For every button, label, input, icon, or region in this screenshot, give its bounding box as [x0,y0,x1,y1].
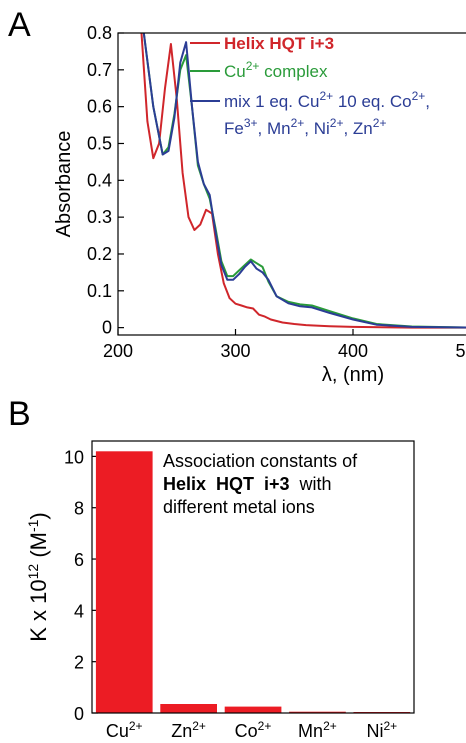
series-line-2 [142,33,466,329]
bar-4 [289,711,346,713]
panel-a-plot-frame [117,32,466,336]
y-tick-label: 0.1 [87,281,112,301]
panel-a-letter: A [8,6,31,44]
y-tick-label: 0.3 [87,207,112,227]
y-tick-label: 0.4 [87,170,112,190]
y-tick-label: 4 [74,601,84,621]
y-tick-label: 0.7 [87,60,112,80]
y-tick-label: 6 [74,550,84,570]
bar-2 [160,704,217,713]
x-tick-label: 200 [103,341,133,361]
y-tick-label: 2 [74,653,84,673]
y-tick-label: 8 [74,499,84,519]
panel-b-ylabel: K x 1012 (M-1) [25,512,51,642]
category-label-3: Co2+ [235,719,272,741]
panel-a-ticks: 20030040050060000.10.20.30.40.50.60.70.8 [87,23,466,361]
x-tick-label: 500 [455,341,466,361]
annotation-line-1: Association constants of [163,451,358,471]
annotation-line-3: different metal ions [163,497,315,517]
series-line-1 [140,33,466,329]
bar-1 [95,451,153,713]
series-line-3 [142,33,466,329]
x-tick-label: 400 [338,341,368,361]
y-tick-label: 0 [102,318,112,338]
panel-a-legend: Helix HQT i+3 Cu2+ complex mix 1 eq. Cu2+ … [190,34,430,138]
x-tick-label: 300 [220,341,250,361]
category-label-1: Cu2+ [106,719,143,741]
y-tick-label: 0 [74,704,84,724]
y-tick-label: 0.2 [87,244,112,264]
category-label-5: Ni2+ [366,719,397,741]
annotation-line-2: Helix HQT i+3 with [163,474,332,494]
y-tick-label: 0.8 [87,23,112,43]
y-tick-label: 10 [64,447,84,467]
panel-b-annotation: Association constants of Helix HQT i+3 wi… [163,451,358,517]
bar-3 [224,706,282,713]
panel-a-xlabel: λ, (nm) [322,364,384,386]
panel-b-plot-frame [91,440,415,714]
legend-label-2: Cu2+ complex [224,59,328,81]
panel-a: A 20030040050060000.10.20.30.40.50.60.70… [8,6,466,386]
y-tick-label: 0.5 [87,133,112,153]
category-label-2: Zn2+ [171,719,206,741]
panel-a-series [140,33,466,329]
panel-b-ticks: 0 2 4 6 8 10 [64,447,98,724]
panel-b: B 0 2 4 6 8 10 Cu2+ Zn2+ Co2+ Mn2+ Ni2+ K x 1012 … [8,395,415,741]
panel-b-bars: Cu2+ Zn2+ Co2+ Mn2+ Ni2+ [95,451,411,741]
legend-label-3-line2: Fe3+, Mn2+, Ni2+, Zn2+ [224,116,386,138]
panel-a-ylabel: Absorbance [53,131,75,238]
panel-b-letter: B [8,395,31,433]
legend-label-3-line1: mix 1 eq. Cu2+ 10 eq. Co2+, [224,89,430,111]
legend-label-1: Helix HQT i+3 [224,34,334,53]
category-label-4: Mn2+ [298,719,337,741]
y-tick-label: 0.6 [87,97,112,117]
